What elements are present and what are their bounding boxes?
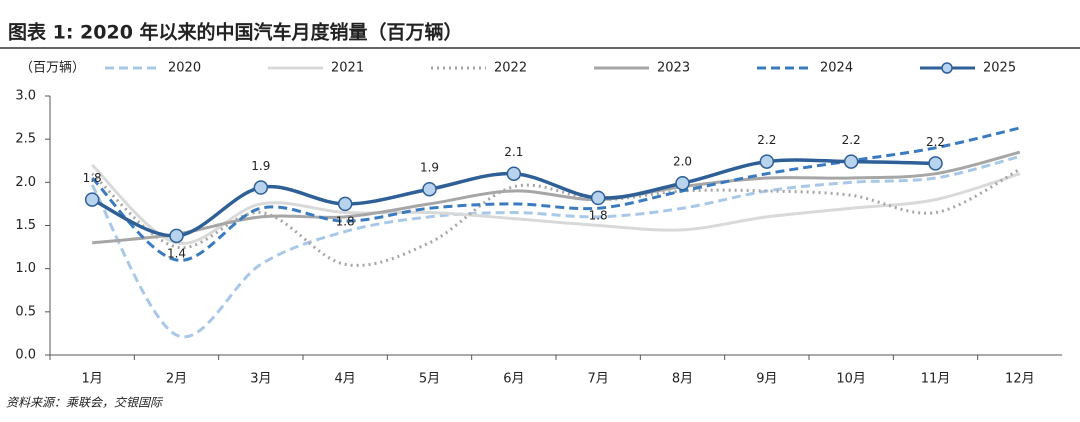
- chart-title: 图表 1: 2020 年以来的中国汽车月度销量（百万辆）: [8, 21, 463, 44]
- y-tick-label: 2.5: [15, 132, 36, 147]
- data-label: 2.1: [504, 145, 523, 159]
- data-point: [422, 181, 437, 197]
- series-line: [92, 150, 1021, 245]
- x-tick-label: 11月: [921, 372, 951, 387]
- x-tick-label: 4月: [335, 372, 356, 387]
- data-point: [759, 154, 775, 169]
- x-tick-label: 10月: [836, 372, 866, 387]
- data-label: 1.9: [420, 161, 439, 175]
- data-label: 1.4: [167, 246, 186, 260]
- x-tick-label: 9月: [756, 372, 777, 387]
- data-point: [84, 192, 100, 207]
- legend-label: 2020: [168, 61, 201, 76]
- y-tick-label: 2.0: [15, 175, 36, 190]
- y-tick-label: 1.0: [15, 261, 36, 276]
- y-tick-label: 0.0: [15, 348, 36, 363]
- data-point: [337, 196, 353, 212]
- data-point: [169, 228, 184, 244]
- x-tick-label: 12月: [1005, 372, 1035, 387]
- data-label: 2.2: [926, 135, 945, 149]
- data-point: [253, 180, 269, 195]
- x-tick-label: 1月: [82, 372, 103, 387]
- data-label: 2.0: [673, 155, 692, 169]
- unit-label: （百万辆）: [20, 61, 85, 76]
- y-tick-label: 3.0: [15, 89, 36, 104]
- data-point: [928, 156, 943, 171]
- data-label: 1.9: [251, 159, 270, 173]
- y-tick-label: 0.5: [15, 304, 36, 319]
- source: 资料来源：乘联会，交银国际: [6, 396, 164, 410]
- x-tick-label: 5月: [419, 372, 440, 387]
- legend-label: 2024: [820, 61, 853, 76]
- legend-marker: [941, 62, 953, 74]
- data-point: [675, 175, 690, 191]
- data-point: [506, 166, 522, 181]
- data-label: 1.8: [589, 208, 608, 222]
- data-point: [843, 154, 859, 169]
- data-point: [590, 190, 606, 206]
- legend-label: 2022: [494, 61, 527, 76]
- data-label: 2.2: [842, 133, 861, 147]
- data-label: 1.8: [83, 171, 102, 185]
- legend-label: 2023: [657, 61, 690, 76]
- x-tick-label: 2月: [166, 372, 187, 387]
- data-label: 1.8: [336, 214, 355, 228]
- series-line: [90, 154, 1021, 339]
- legend-label: 2021: [331, 61, 364, 76]
- x-tick-label: 6月: [503, 372, 524, 387]
- y-tick-label: 1.5: [15, 218, 36, 233]
- x-tick-label: 8月: [672, 372, 693, 387]
- series-line: [91, 163, 1021, 245]
- x-tick-label: 3月: [250, 372, 271, 387]
- data-label: 2.2: [757, 133, 776, 147]
- series-line: [91, 126, 1021, 262]
- x-tick-label: 7月: [588, 372, 609, 387]
- legend-label: 2025: [983, 61, 1016, 76]
